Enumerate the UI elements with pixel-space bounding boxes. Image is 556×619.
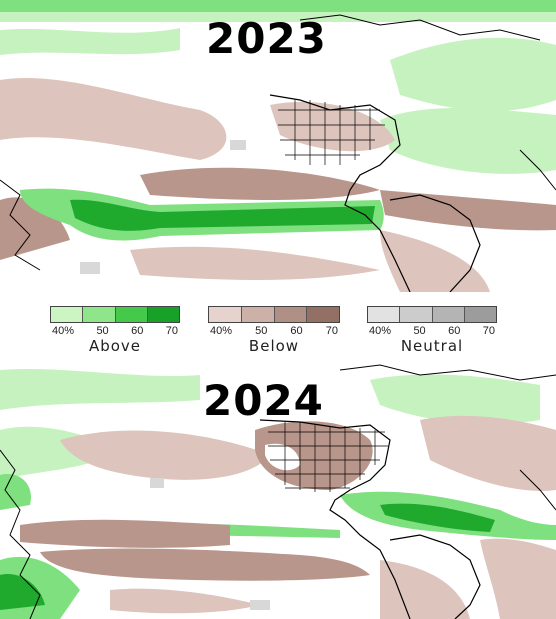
south-america-coastline <box>389 194 481 292</box>
south-pacific-below <box>130 246 380 280</box>
south-pacific-below <box>110 588 260 614</box>
legend-neutral-ticks: 40% 50 60 70 <box>367 325 497 337</box>
asia-coast-above <box>0 474 31 510</box>
neutral-spot <box>80 262 100 274</box>
south-atlantic-below <box>480 538 556 619</box>
legend: 40% 50 60 70 Above 40% 50 60 70 Below <box>0 292 556 360</box>
equatorial-pacific-below <box>40 548 370 581</box>
north-atlantic-above <box>370 374 540 425</box>
legend-below-ticks: 40% 50 60 70 <box>208 325 340 337</box>
neutral-spot <box>230 140 246 150</box>
us-below-region <box>270 101 395 152</box>
map-panel-2023: 2023 <box>0 0 556 292</box>
tropical-atlantic-below <box>380 190 556 231</box>
north-pacific-above <box>0 28 180 55</box>
north-pacific-below <box>60 430 270 480</box>
equatorial-above-core <box>70 199 375 231</box>
arctic-coastline <box>299 14 541 41</box>
legend-swatch <box>83 307 116 322</box>
africa-coastline <box>519 149 556 191</box>
legend-swatch <box>115 307 148 322</box>
legend-above: 40% 50 60 70 Above <box>50 306 180 355</box>
south-america-below <box>380 560 470 619</box>
arctic-above-band-strong <box>0 0 556 12</box>
legend-below-label: Below <box>248 337 300 355</box>
north-atlantic-above <box>390 37 556 112</box>
legend-tick: 60 <box>448 325 461 337</box>
legend-swatch <box>51 307 84 322</box>
legend-swatch <box>241 307 275 322</box>
south-america-below <box>380 230 490 292</box>
map-panel-2024: 2024 <box>0 360 556 619</box>
legend-below: 40% 50 60 70 Below <box>208 306 340 355</box>
africa-coastline <box>519 469 556 511</box>
legend-above-ticks: 40% 50 60 70 <box>50 325 180 337</box>
map-2023-graphic <box>0 0 556 292</box>
legend-swatch <box>147 307 179 322</box>
legend-tick: 40% <box>369 325 392 337</box>
legend-tick: 50 <box>413 325 426 337</box>
legend-tick: 60 <box>290 325 303 337</box>
mid-atlantic-above <box>380 108 556 174</box>
central-pacific-below <box>140 167 380 200</box>
legend-swatch <box>400 307 433 322</box>
map-2024-graphic <box>0 364 556 619</box>
legend-swatch <box>368 307 401 322</box>
legend-neutral-label: Neutral <box>400 337 464 355</box>
legend-tick: 70 <box>325 325 338 337</box>
maritime-continent-above-core <box>0 574 45 610</box>
caribbean-above-core <box>380 503 495 532</box>
asia-coastline <box>0 449 41 619</box>
legend-neutral: 40% 50 60 70 Neutral <box>367 306 497 355</box>
year-label: 2024 <box>203 376 324 425</box>
americas-coastline <box>269 94 411 292</box>
legend-swatch <box>464 307 496 322</box>
legend-tick: 60 <box>131 325 144 337</box>
legend-tick: 70 <box>165 325 178 337</box>
legend-tick: 40% <box>210 325 233 337</box>
legend-above-label: Above <box>88 337 142 355</box>
us-west-white-patch <box>265 443 300 471</box>
west-pacific-below <box>0 77 227 160</box>
neutral-spot <box>150 478 164 488</box>
legend-neutral-colorbar <box>367 306 497 323</box>
legend-tick: 50 <box>96 325 109 337</box>
us-state-borders <box>268 422 388 492</box>
legend-tick: 70 <box>482 325 495 337</box>
legend-swatch <box>274 307 308 322</box>
asia-coastline <box>0 179 41 271</box>
legend-tick: 50 <box>255 325 268 337</box>
central-pacific-below-north <box>20 519 230 548</box>
legend-tick: 40% <box>52 325 75 337</box>
north-pacific-above <box>0 368 200 410</box>
legend-swatch <box>209 307 242 322</box>
americas-coastline <box>259 419 411 619</box>
arctic-coastline <box>339 364 556 381</box>
legend-below-colorbar <box>208 306 340 323</box>
neutral-spot <box>250 600 270 610</box>
legend-swatch <box>307 307 339 322</box>
legend-swatch <box>432 307 465 322</box>
us-state-borders <box>278 100 385 165</box>
year-label: 2023 <box>206 14 327 63</box>
north-atlantic-below <box>420 415 556 491</box>
south-america-coastline <box>389 534 481 619</box>
us-below-region <box>255 421 373 490</box>
legend-above-colorbar <box>50 306 180 323</box>
